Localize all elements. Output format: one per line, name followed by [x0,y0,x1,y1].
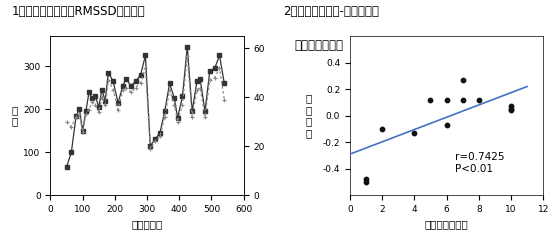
X-axis label: 时间（秒）: 时间（秒） [132,220,162,229]
Y-axis label: 相
关
系
数: 相 关 系 数 [306,93,312,138]
Point [506,105,515,108]
Point [506,108,515,112]
Point [410,131,419,135]
Text: r=0.7425
P<0.01: r=0.7425 P<0.01 [455,152,504,174]
X-axis label: 饲养时间（年）: 饲养时间（年） [424,220,469,229]
Point [362,177,371,181]
Point [474,98,483,102]
Text: 解析的相关系数: 解析的相关系数 [294,39,343,52]
Point [362,180,371,184]
Point [458,98,467,102]
Point [458,78,467,82]
Y-axis label: 振
幅: 振 幅 [12,105,18,127]
Point [506,107,515,111]
Point [442,98,451,102]
Point [442,123,451,127]
Text: 2）饲养时间与人-犬心率变化: 2）饲养时间与人-犬心率变化 [283,5,379,18]
Point [426,98,435,102]
Point [377,127,386,131]
Text: 1）心率変化解析（RMSSD）の変化: 1）心率変化解析（RMSSD）の変化 [11,5,145,18]
